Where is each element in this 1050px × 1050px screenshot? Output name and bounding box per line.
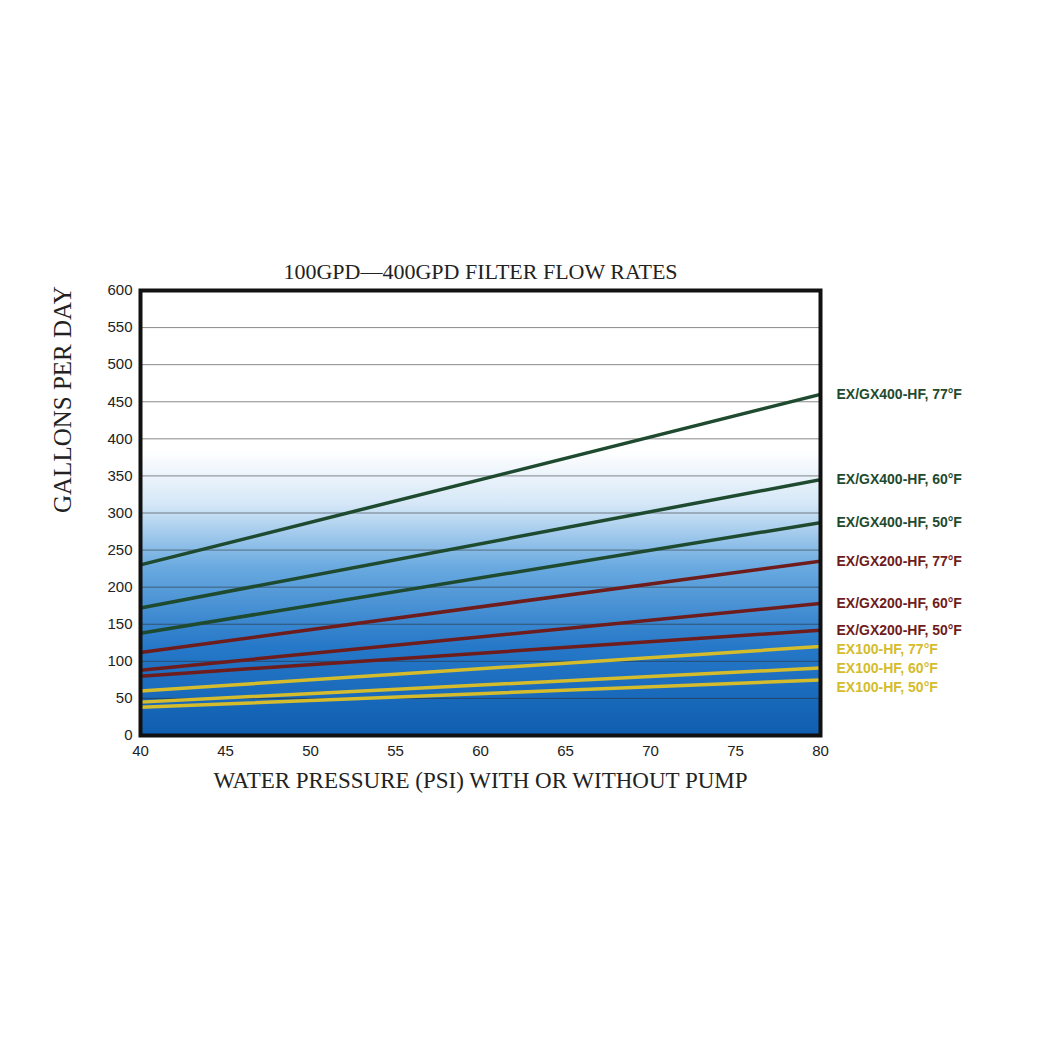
- svg-text:350: 350: [107, 467, 132, 484]
- svg-text:60: 60: [472, 742, 489, 759]
- svg-text:EX100-HF, 60°F: EX100-HF, 60°F: [837, 660, 939, 676]
- svg-text:600: 600: [107, 281, 132, 298]
- svg-text:50: 50: [302, 742, 319, 759]
- svg-text:40: 40: [132, 742, 149, 759]
- svg-text:EX/GX200-HF, 77°F: EX/GX200-HF, 77°F: [837, 553, 963, 569]
- svg-text:0: 0: [124, 726, 132, 743]
- svg-text:500: 500: [107, 355, 132, 372]
- svg-text:150: 150: [107, 615, 132, 632]
- svg-text:GALLONS PER DAY: GALLONS PER DAY: [49, 286, 76, 513]
- svg-text:45: 45: [217, 742, 234, 759]
- svg-text:WATER PRESSURE (PSI) WITH OR W: WATER PRESSURE (PSI) WITH OR WITHOUT PUM…: [213, 768, 747, 793]
- svg-text:80: 80: [812, 742, 829, 759]
- svg-text:55: 55: [387, 742, 404, 759]
- svg-text:100GPD—400GPD FILTER FLOW RATE: 100GPD—400GPD FILTER FLOW RATES: [283, 259, 677, 284]
- svg-text:EX/GX200-HF, 50°F: EX/GX200-HF, 50°F: [837, 622, 963, 638]
- svg-text:400: 400: [107, 430, 132, 447]
- svg-text:250: 250: [107, 541, 132, 558]
- svg-text:450: 450: [107, 393, 132, 410]
- svg-text:EX/GX400-HF, 60°F: EX/GX400-HF, 60°F: [837, 471, 963, 487]
- svg-text:550: 550: [107, 318, 132, 335]
- svg-text:70: 70: [642, 742, 659, 759]
- svg-text:EX/GX400-HF, 77°F: EX/GX400-HF, 77°F: [837, 386, 963, 402]
- svg-text:EX100-HF, 77°F: EX100-HF, 77°F: [837, 641, 939, 657]
- svg-text:300: 300: [107, 504, 132, 521]
- svg-text:100: 100: [107, 652, 132, 669]
- svg-text:50: 50: [116, 689, 133, 706]
- svg-text:EX/GX200-HF, 60°F: EX/GX200-HF, 60°F: [837, 595, 963, 611]
- svg-text:65: 65: [557, 742, 574, 759]
- svg-text:75: 75: [727, 742, 744, 759]
- svg-text:200: 200: [107, 578, 132, 595]
- svg-text:EX/GX400-HF, 50°F: EX/GX400-HF, 50°F: [837, 514, 963, 530]
- svg-text:EX100-HF, 50°F: EX100-HF, 50°F: [837, 679, 939, 695]
